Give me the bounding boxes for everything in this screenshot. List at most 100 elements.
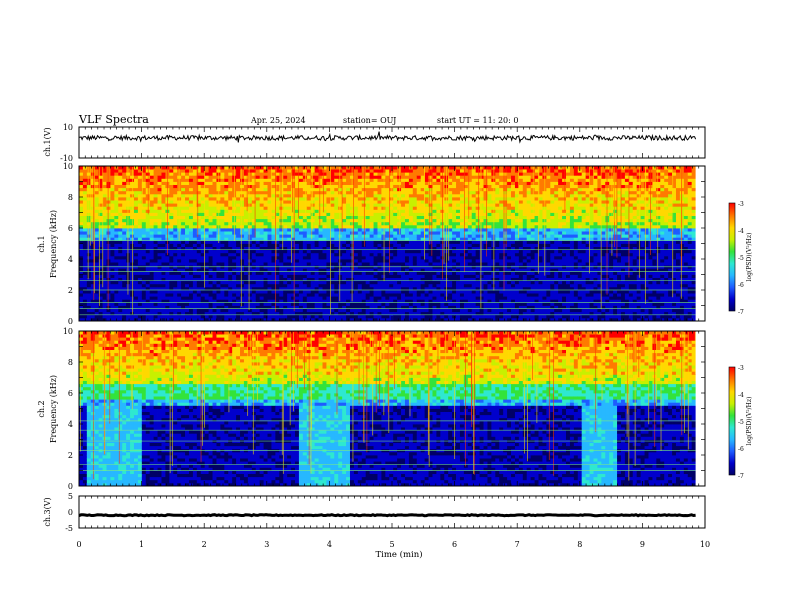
spectrogram-cell (448, 249, 453, 254)
spectrogram-cell (161, 271, 166, 275)
spectrogram-cell (228, 231, 233, 235)
spectrogram-cell (365, 293, 371, 297)
spectrogram-cell (247, 184, 253, 189)
spectrogram-cell (298, 197, 304, 201)
spectrogram-cell (271, 246, 276, 251)
spectrogram-cell (137, 305, 143, 309)
spectrogram-cell (118, 252, 123, 257)
spectrogram-cell (283, 240, 288, 244)
spectrogram-cell (110, 283, 115, 288)
spectrogram-cell (314, 221, 319, 226)
spectrogram-cell (310, 187, 316, 192)
spectrogram-cell (251, 240, 257, 244)
spectrogram-cell (330, 224, 335, 229)
spectrogram-cell (373, 215, 378, 220)
spectrogram-cell (432, 308, 437, 313)
spectrogram-cell (86, 314, 92, 319)
spectrogram-cell (310, 317, 316, 322)
spectrogram-cell (365, 280, 371, 285)
spectrogram-cell (185, 249, 190, 254)
spectrogram-cell (122, 249, 127, 254)
spectrogram-cell (141, 218, 147, 223)
spectrogram-cell (122, 190, 127, 195)
spectrogram-cell (216, 262, 221, 266)
spectrogram-cell (404, 277, 410, 282)
spectrogram-cell (267, 172, 272, 176)
spectrogram-cell (122, 293, 127, 297)
ch1-waveform-panel: 10 -10 ch.1(V) (43, 123, 706, 163)
spectrogram-cell (295, 237, 300, 241)
spectrogram-cell (279, 206, 284, 210)
spectrogram-cell (271, 259, 276, 263)
spectrogram-cell (420, 246, 426, 251)
spectrogram-cell (373, 228, 378, 232)
spectrogram-cell (130, 246, 135, 251)
spectrogram-cell (444, 305, 449, 309)
spectrogram-cell (153, 237, 158, 241)
spectrogram-cell (334, 234, 339, 238)
spectrogram-cell (287, 274, 292, 278)
spectrogram-cell (79, 290, 84, 294)
spectrogram-cell (94, 237, 100, 241)
spectrogram-cell (173, 175, 178, 179)
spectrogram-cell (247, 228, 253, 232)
spectrogram-cell (153, 206, 158, 210)
spectrogram-cell (133, 178, 139, 182)
spectrogram-cell (102, 246, 107, 251)
spectrogram-cell (247, 280, 253, 285)
spectrogram-cell (310, 302, 316, 306)
spectrogram-cell (220, 193, 225, 198)
spectrogram-cell (338, 286, 343, 291)
spectrogram-cell (255, 221, 261, 226)
spectrogram-cell (452, 218, 457, 223)
spectrogram-cell (204, 283, 210, 288)
spectrogram-cell (424, 175, 429, 179)
spectrogram-cell (130, 203, 135, 207)
spectrogram-cell (181, 268, 186, 272)
spectrogram-cell (110, 317, 115, 322)
spectrogram-cell (361, 274, 367, 278)
spectrogram-cell (326, 286, 331, 291)
spectrogram-cell (90, 178, 96, 182)
spectrogram-cell (369, 166, 374, 170)
spectrogram-cell (334, 262, 339, 266)
spectrogram-cell (267, 212, 272, 216)
spectrogram-cell (314, 224, 319, 229)
spectrogram-cell (196, 212, 202, 216)
spectrogram-cell (263, 240, 268, 244)
spectrogram-cell (385, 286, 390, 291)
spectrogram-cell (204, 197, 210, 201)
spectrogram-cell (114, 237, 119, 241)
spectrogram-cell (106, 277, 111, 282)
spectrogram-cell (385, 187, 390, 192)
spectrogram-cell (240, 240, 245, 244)
spectrogram-cell (259, 190, 264, 195)
spectrogram-cell (283, 305, 288, 309)
spectrogram-cell (240, 277, 245, 282)
spectrogram-cell (385, 296, 390, 300)
spectrogram-cell (448, 181, 453, 185)
spectrogram-cell (196, 311, 202, 316)
spectrogram-cell (149, 224, 155, 229)
spectrogram-cell (302, 286, 308, 291)
spectrogram-cell (291, 206, 296, 210)
spectrogram-cell (196, 249, 202, 254)
spectrogram-cell (157, 296, 162, 300)
spectrogram-cell (240, 209, 245, 213)
spectrogram-cell (263, 302, 268, 306)
spectrogram-cell (381, 286, 386, 291)
spectrogram-cell (173, 268, 178, 272)
spectrogram-cell (196, 243, 202, 247)
spectrogram-cell (291, 215, 296, 220)
spectrogram-cell (102, 221, 107, 226)
spectrogram-cell (408, 206, 414, 210)
spectrogram-cell (192, 243, 198, 247)
spectrogram-cell (192, 314, 198, 319)
spectrogram-cell (149, 228, 155, 232)
spectrogram-cell (436, 299, 441, 303)
spectrogram-cell (247, 286, 253, 291)
spectrogram-cell (424, 200, 429, 204)
spectrogram-cell (424, 221, 429, 226)
spectrogram-cell (114, 234, 119, 238)
spectrogram-cell (82, 212, 88, 216)
